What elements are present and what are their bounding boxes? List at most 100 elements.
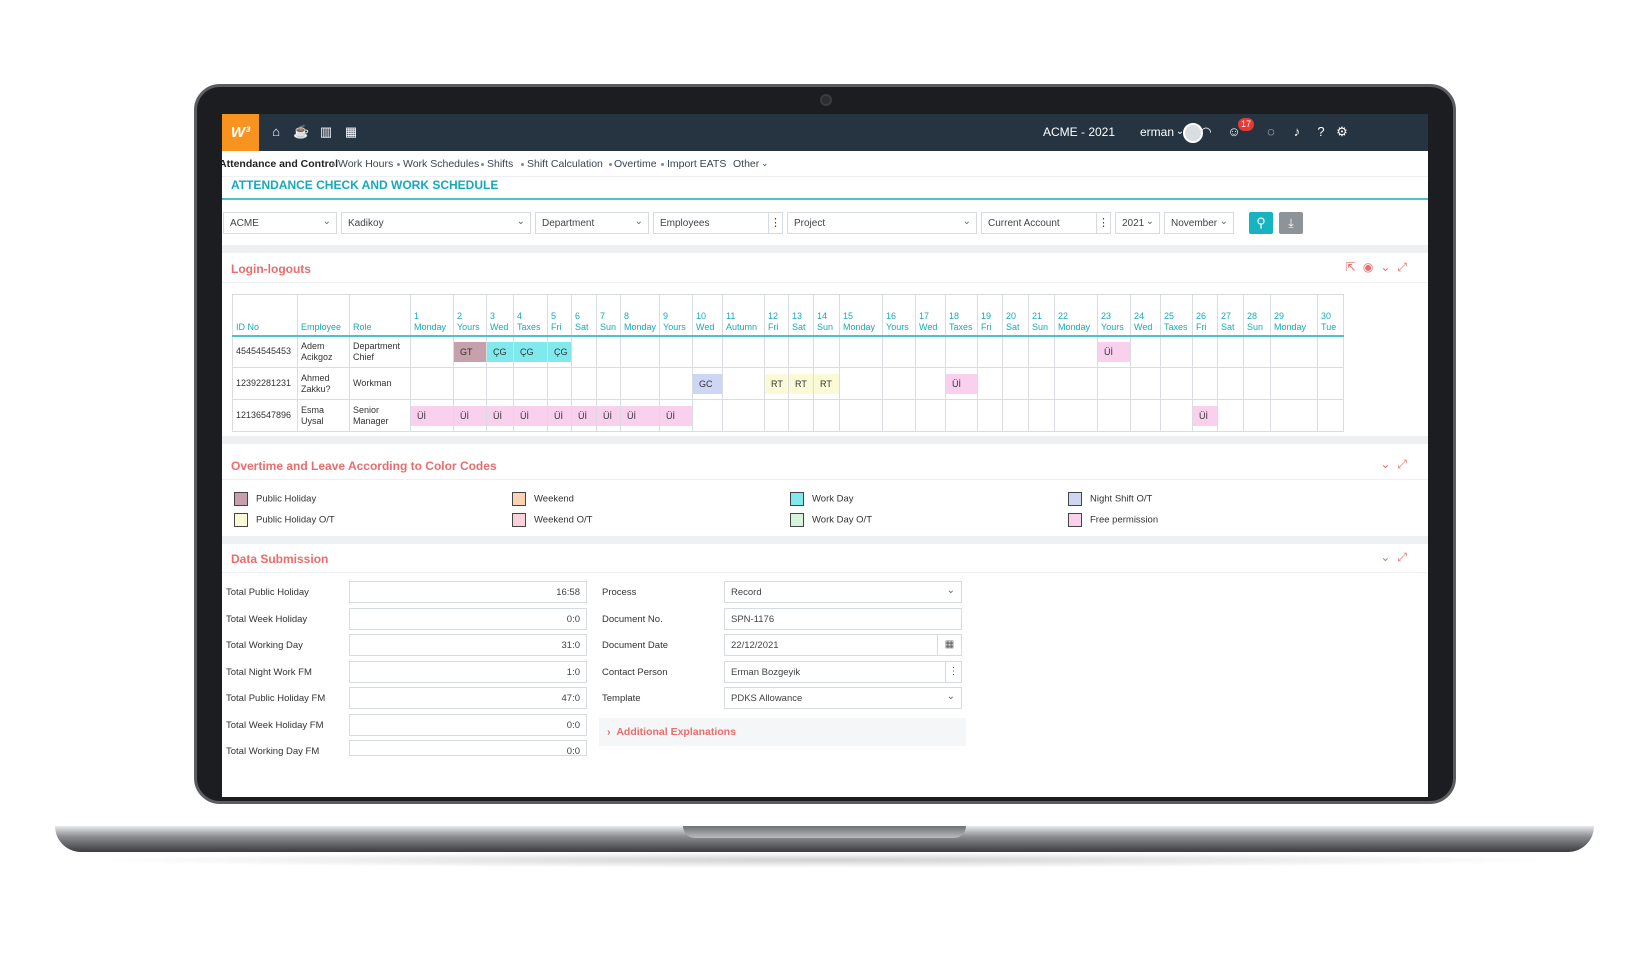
day-cell[interactable]: Üİ (486, 399, 514, 432)
bell-icon[interactable]: ♪ (1293, 124, 1301, 139)
attendance-code[interactable]: Üİ (514, 405, 547, 426)
day-cell[interactable]: RT (788, 367, 815, 400)
day-cell[interactable]: RT (764, 367, 790, 400)
column-header-day[interactable]: 15 Monday (839, 294, 884, 337)
attendance-code[interactable]: RT (814, 373, 840, 394)
day-cell[interactable] (619, 367, 661, 400)
column-header-day[interactable]: 17 Wed (915, 294, 947, 337)
attendance-code[interactable]: RT (789, 373, 814, 394)
column-header-day[interactable]: 30 Tue (1317, 294, 1345, 337)
column-header-day[interactable]: 28 Sun (1243, 294, 1272, 337)
gear-icon[interactable]: ⚙ (1336, 124, 1348, 139)
column-header-day[interactable]: 8 Monday (619, 294, 661, 337)
column-header-day[interactable]: 9 Yours (659, 294, 694, 337)
day-cell[interactable] (1243, 335, 1272, 368)
day-cell[interactable] (571, 335, 597, 368)
nav-import-eats[interactable]: Import EATS (667, 158, 727, 170)
total-value-input[interactable]: 0:0 (349, 607, 587, 630)
eye-icon[interactable]: ◉ (1362, 260, 1381, 274)
column-header-day[interactable]: 25 Taxes (1160, 294, 1194, 337)
contact-person-input[interactable]: Erman Bozgeyik ⋮ (724, 661, 962, 683)
day-cell[interactable] (915, 367, 947, 400)
day-cell[interactable] (596, 367, 621, 400)
column-header-id[interactable]: ID No (232, 294, 298, 337)
document-date-input[interactable]: 22/12/2021 ▦ (724, 634, 962, 656)
column-header-day[interactable]: 27 Sat (1217, 294, 1245, 337)
day-cell[interactable] (1217, 367, 1245, 400)
day-cell[interactable] (839, 367, 884, 400)
day-cell[interactable] (1028, 335, 1056, 368)
day-cell[interactable] (915, 335, 947, 368)
cup-icon[interactable]: ☕ (293, 124, 310, 139)
day-cell[interactable] (1097, 399, 1132, 432)
more-icon[interactable]: ⋮ (945, 662, 961, 682)
day-cell[interactable] (1270, 367, 1319, 400)
attendance-code[interactable]: Üİ (454, 405, 486, 426)
attendance-code[interactable]: ÇG (548, 341, 571, 362)
table-row[interactable]: 12392281231 Ahmed Zakku? Workman GC RT RT RT Üİ (232, 367, 1345, 400)
additional-explanations-toggle[interactable]: › Additional Explanations (599, 718, 966, 746)
day-cell[interactable] (1243, 399, 1272, 432)
total-value-input[interactable]: 47:0 (349, 687, 587, 709)
chevron-down-icon[interactable]: ⌄ (761, 158, 769, 168)
department-select[interactable]: Department ⌄ (535, 212, 649, 234)
day-cell[interactable] (1002, 367, 1030, 400)
day-cell[interactable] (1028, 367, 1056, 400)
column-header-day[interactable]: 4 Taxes (513, 294, 548, 337)
day-cell[interactable] (1270, 399, 1319, 432)
column-header-day[interactable]: 16 Yours (882, 294, 917, 337)
year-select[interactable]: 2021 ⌄ (1115, 212, 1160, 234)
attendance-code[interactable]: Üİ (597, 405, 620, 426)
company-select[interactable]: ACME ⌄ (223, 212, 337, 234)
day-cell[interactable] (1028, 399, 1056, 432)
column-header-day[interactable]: 6 Sat (571, 294, 597, 337)
column-header-day[interactable]: 5 Fri (547, 294, 572, 337)
column-header-day[interactable]: 2 Yours (453, 294, 487, 337)
day-cell[interactable] (977, 399, 1004, 432)
column-header-day[interactable]: 24 Wed (1130, 294, 1162, 337)
attendance-code[interactable]: ÇG (487, 341, 513, 362)
column-header-role[interactable]: Role (349, 294, 411, 337)
day-cell[interactable]: Üİ (547, 399, 572, 432)
expand-icon[interactable]: ⤢ (1397, 260, 1414, 274)
document-no-input[interactable]: SPN-1176 (724, 608, 962, 630)
day-cell[interactable] (1317, 335, 1345, 368)
day-cell[interactable] (692, 335, 724, 368)
day-cell[interactable]: Üİ (1097, 335, 1132, 368)
day-cell[interactable] (915, 399, 947, 432)
day-cell[interactable] (1130, 335, 1162, 368)
day-cell[interactable] (1317, 367, 1345, 400)
bar-chart-icon[interactable]: ▥ (319, 124, 333, 139)
collapse-icon[interactable]: ⌄ (1380, 260, 1398, 274)
column-header-day[interactable]: 10 Wed (692, 294, 724, 337)
day-cell[interactable] (596, 335, 621, 368)
day-cell[interactable] (547, 367, 572, 400)
download-button[interactable]: ⤓ (1279, 212, 1303, 234)
project-select[interactable]: Project ⌄ (787, 212, 977, 234)
column-header-day[interactable]: 13 Sat (788, 294, 815, 337)
day-cell[interactable] (1002, 399, 1030, 432)
attendance-code[interactable]: RT (765, 373, 789, 394)
day-cell[interactable] (722, 335, 766, 368)
day-cell[interactable] (571, 367, 597, 400)
column-header-day[interactable]: 20 Sat (1002, 294, 1030, 337)
attendance-code[interactable]: GT (454, 341, 486, 362)
column-header-day[interactable]: 22 Monday (1054, 294, 1099, 337)
day-cell[interactable]: Üİ (513, 399, 548, 432)
nav-shift-calculation[interactable]: Shift Calculation (527, 158, 603, 170)
day-cell[interactable] (945, 399, 979, 432)
day-cell[interactable] (722, 367, 766, 400)
day-cell[interactable] (945, 335, 979, 368)
template-select[interactable]: PDKS Allowance ⌄ (724, 687, 962, 709)
total-value-input[interactable]: 31:0 (349, 634, 587, 656)
attendance-code[interactable]: Üİ (946, 373, 978, 394)
collapse-icon[interactable]: ⌄ (1380, 457, 1398, 471)
day-cell[interactable] (882, 335, 917, 368)
day-cell[interactable] (764, 335, 790, 368)
account-select[interactable]: Current Account ⋮ (981, 212, 1111, 234)
more-icon[interactable]: ⋮ (1096, 213, 1110, 233)
column-header-employee[interactable]: Employee (297, 294, 350, 337)
day-cell[interactable] (788, 399, 815, 432)
day-cell[interactable]: GC (692, 367, 724, 400)
column-header-day[interactable]: 7 Sun (596, 294, 621, 337)
